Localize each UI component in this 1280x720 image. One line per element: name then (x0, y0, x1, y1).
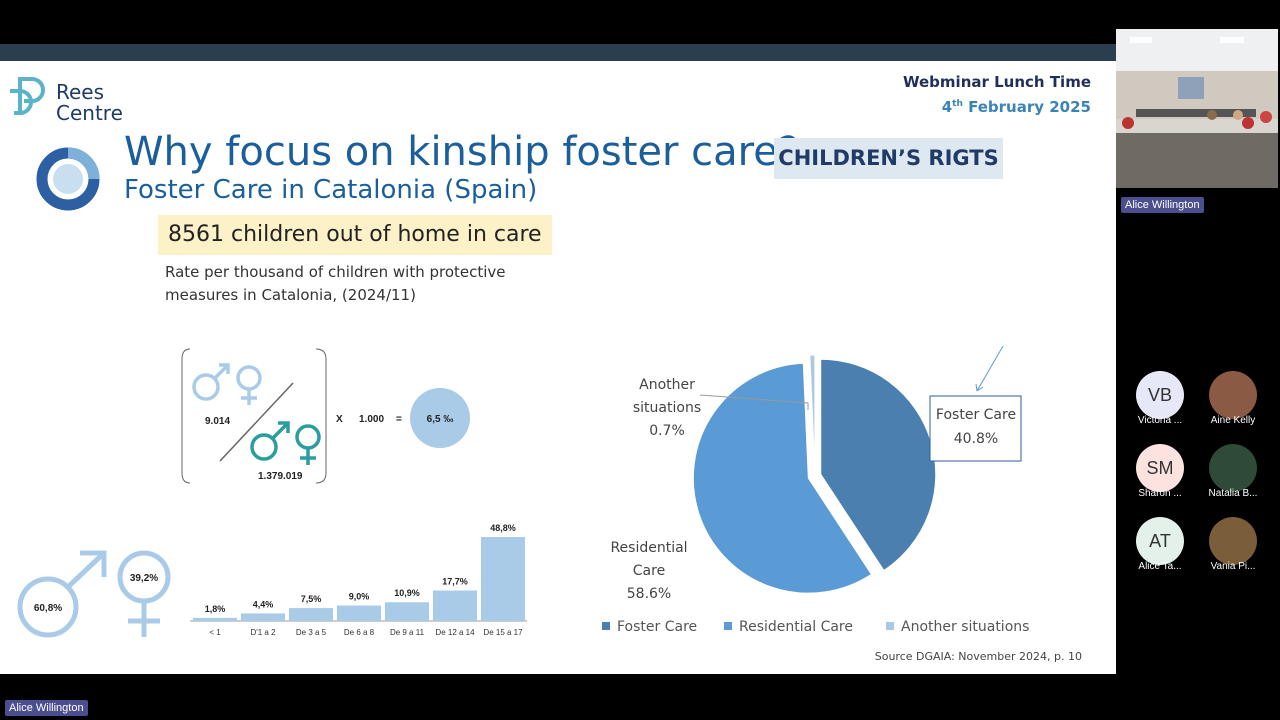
legend-swatch (602, 622, 610, 630)
logo-line1: Rees (56, 80, 105, 104)
legend-swatch (724, 622, 732, 630)
formula-result-circle (410, 388, 470, 448)
pie-label: Another (639, 377, 695, 393)
bar-value-label: 1,8% (205, 604, 226, 614)
bar-value-label: 7,5% (301, 594, 322, 604)
bar (433, 590, 477, 621)
event-info: Webminar Lunch Time 4th February 2025 (903, 71, 1091, 118)
participant-avatar[interactable]: SM (1136, 444, 1184, 492)
logo-text: Rees Centre (56, 82, 123, 124)
formula-denominator: 1.379.019 (258, 471, 303, 482)
bar (289, 608, 333, 621)
female-percentage: 39,2% (130, 573, 158, 584)
legend-label: Another situations (901, 619, 1029, 635)
pie-percent-label: 40.8% (954, 431, 998, 447)
age-bar-chart: 1,8% < 1 4,4% D'1 a 2 7,5% De 3 a 5 9,0% De 6 a… (190, 523, 527, 637)
childrens-rights-box: CHILDREN’S RIGTS (774, 138, 1003, 179)
children-count-highlight: 8561 children out of home in care (158, 215, 552, 255)
male-female-icon-teal (250, 421, 321, 465)
slide-title: Why focus on kinship foster care? (124, 129, 800, 175)
bar-category-label: De 6 a 8 (344, 628, 375, 637)
date-day: 4 (941, 98, 953, 116)
pie-slice (692, 362, 873, 594)
arrow-head-icon (975, 383, 984, 392)
pie-label: Residential (610, 540, 687, 556)
pie-label: Foster Care (936, 407, 1016, 423)
participant-avatar[interactable]: AT (1136, 517, 1184, 565)
male-percentage: 60,8% (34, 603, 62, 614)
gender-split: 60,8% 39,2% (17, 550, 171, 638)
male-female-icon-light (192, 363, 262, 405)
bar-category-label: De 15 a 17 (483, 628, 523, 637)
female-symbol-icon (117, 550, 171, 637)
legend-swatch (886, 622, 894, 630)
pie-slice (809, 354, 816, 471)
bar (193, 617, 237, 621)
formula-multiplier: 1.000 (359, 414, 384, 425)
bar-value-label: 4,4% (253, 599, 274, 609)
participant-name: Vania Pi... (1210, 561, 1256, 572)
bar (241, 613, 285, 621)
pie-percent-label: 58.6% (627, 586, 671, 602)
self-name-tag: Alice Willington (1121, 197, 1204, 213)
participant-avatar[interactable]: VB (1136, 371, 1184, 419)
foster-label-box (929, 395, 1022, 462)
participant-avatar[interactable] (1209, 371, 1257, 419)
foster-leader-arrow (976, 345, 1004, 392)
bar (481, 537, 525, 621)
male-symbol-icon (17, 550, 107, 638)
rate-caption: Rate per thousand of children with prote… (165, 263, 506, 304)
participant-name: Alice Ta... (1138, 561, 1182, 572)
presentation-top-bar (0, 44, 1116, 61)
video-room-image (1116, 29, 1278, 188)
bar-value-label: 17,7% (442, 577, 468, 587)
self-camera-video[interactable] (1116, 29, 1278, 188)
bar-category-label: De 12 a 14 (435, 628, 475, 637)
formula-result: 6,5 ‰ (427, 414, 454, 425)
another-leader-line (699, 394, 809, 410)
participant-avatar[interactable] (1209, 444, 1257, 492)
date-sup: th (952, 99, 963, 109)
rate-formula: 9.014 1.379.019 X 1.000 = 6,5 ‰ (181, 348, 470, 484)
date-rest: February 2025 (968, 98, 1091, 116)
legend-label: Foster Care (617, 619, 697, 635)
pie-label: Care (633, 563, 665, 579)
event-title: Webminar Lunch Time (903, 73, 1091, 91)
bar-category-label: D'1 a 2 (250, 628, 276, 637)
bar-category-label: De 9 a 11 (390, 628, 425, 637)
bar (385, 602, 429, 621)
participant-name: Natalia B... (1208, 488, 1258, 499)
participant-name: Aine Kelly (1210, 415, 1256, 426)
ring-icon (36, 147, 100, 211)
pie-label: situations (633, 400, 701, 416)
legend-label: Residential Care (739, 619, 853, 635)
logo-line2: Centre (56, 101, 123, 125)
formula-times: X (336, 414, 343, 425)
shared-slide: Rees Centre Webminar Lunch Time 4th Febr… (0, 61, 1116, 674)
participant-name: Victoria ... (1137, 415, 1183, 426)
participant-name: Sharon ... (1138, 488, 1182, 499)
bar-category-label: De 3 a 5 (296, 628, 327, 637)
participant-avatar[interactable] (1209, 517, 1257, 565)
rees-centre-logo-icon (10, 77, 45, 115)
pie-percent-label: 0.7% (649, 423, 685, 439)
bar-value-label: 10,9% (394, 588, 420, 598)
care-type-pie-chart: Foster Care 40.8% Residential Care 58.6% Anot… (602, 345, 1029, 635)
formula-equals: = (396, 414, 402, 425)
bar-value-label: 9,0% (349, 592, 370, 602)
presenter-name-tag: Alice Willington (5, 700, 88, 716)
bar-category-label: < 1 (209, 628, 221, 637)
event-date: 4th February 2025 (903, 93, 1091, 118)
bar-value-label: 48,8% (490, 523, 516, 533)
bar (337, 605, 381, 621)
source-note: Source DGAIA: November 2024, p. 10 (874, 650, 1082, 663)
slide-subtitle: Foster Care in Catalonia (Spain) (124, 175, 538, 205)
formula-numerator: 9.014 (205, 416, 230, 427)
